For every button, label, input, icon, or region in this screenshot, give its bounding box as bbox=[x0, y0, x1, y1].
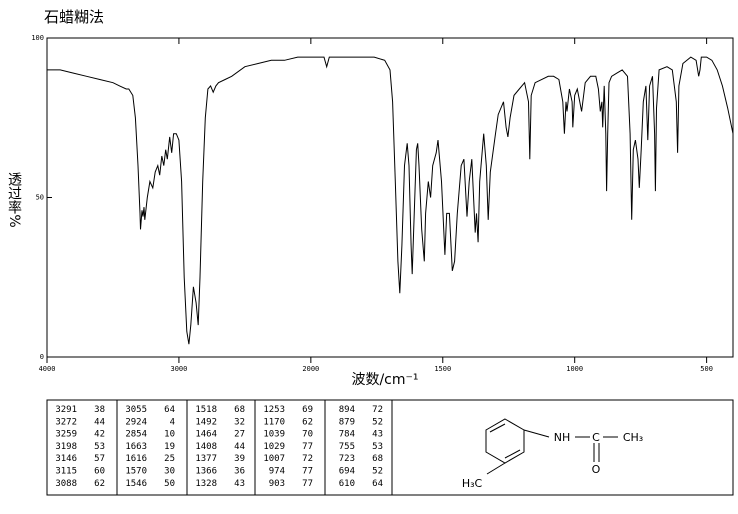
table-cell: 2854 bbox=[125, 430, 147, 440]
table-cell: 3198 bbox=[55, 442, 77, 452]
table-cell: 4 bbox=[170, 417, 175, 427]
table-cell: 3291 bbox=[55, 405, 77, 415]
structure-label: O bbox=[592, 463, 601, 476]
table-cell: 1029 bbox=[263, 442, 285, 452]
table-cell: 903 bbox=[269, 479, 285, 489]
x-axis-label: 波数/cm⁻¹ bbox=[351, 372, 418, 388]
table-cell: 25 bbox=[164, 454, 175, 464]
table-cell: 44 bbox=[234, 442, 245, 452]
structure-label: H₃C bbox=[462, 477, 483, 490]
table-cell: 30 bbox=[164, 467, 175, 477]
table-cell: 1328 bbox=[195, 479, 217, 489]
table-cell: 19 bbox=[164, 442, 175, 452]
table-cell: 1408 bbox=[195, 442, 217, 452]
table-cell: 32 bbox=[234, 417, 245, 427]
table-cell: 72 bbox=[372, 405, 383, 415]
y-tick-label: 50 bbox=[36, 194, 44, 202]
table-cell: 27 bbox=[234, 430, 245, 440]
y-tick-label: 100 bbox=[31, 34, 44, 42]
table-cell: 72 bbox=[302, 454, 313, 464]
table-cell: 1570 bbox=[125, 467, 147, 477]
table-cell: 723 bbox=[339, 454, 355, 464]
table-cell: 53 bbox=[94, 442, 105, 452]
table-cell: 3146 bbox=[55, 454, 77, 464]
table-cell: 62 bbox=[302, 417, 313, 427]
table-cell: 784 bbox=[339, 430, 355, 440]
table-cell: 1518 bbox=[195, 405, 217, 415]
table-dividers bbox=[116, 400, 393, 495]
plot-frame bbox=[46, 37, 734, 358]
table-cell: 1377 bbox=[195, 454, 217, 464]
structure-label: CH₃ bbox=[623, 431, 643, 444]
table-cell: 38 bbox=[94, 405, 105, 415]
table-cell: 2924 bbox=[125, 417, 147, 427]
table-cell: 755 bbox=[339, 442, 355, 452]
table-cell: 1546 bbox=[125, 479, 147, 489]
table-cell: 3055 bbox=[125, 405, 147, 415]
x-tick-label: 1500 bbox=[434, 365, 451, 373]
table-cell: 70 bbox=[302, 430, 313, 440]
table-cell: 44 bbox=[94, 417, 105, 427]
table-cell: 36 bbox=[234, 467, 245, 477]
table-cell: 1253 bbox=[263, 405, 285, 415]
table-cell: 52 bbox=[372, 467, 383, 477]
table-cell: 1170 bbox=[263, 417, 285, 427]
table-cell: 3115 bbox=[55, 467, 77, 477]
structure-bonds bbox=[485, 418, 618, 475]
x-tick-label: 4000 bbox=[39, 365, 56, 373]
table-cell: 1039 bbox=[263, 430, 285, 440]
table-cell: 610 bbox=[339, 479, 355, 489]
table-cell: 10 bbox=[164, 430, 175, 440]
table-cell: 60 bbox=[94, 467, 105, 477]
table-cell: 39 bbox=[234, 454, 245, 464]
chart-title: 石蜡糊法 bbox=[44, 8, 104, 26]
table-cell: 64 bbox=[164, 405, 175, 415]
table-cell: 64 bbox=[372, 479, 383, 489]
table-cell: 3088 bbox=[55, 479, 77, 489]
table-cell: 1616 bbox=[125, 454, 147, 464]
table-cell: 68 bbox=[372, 454, 383, 464]
table-cell: 69 bbox=[302, 405, 313, 415]
table-cell: 1492 bbox=[195, 417, 217, 427]
table-cell: 62 bbox=[94, 479, 105, 489]
table-cell: 894 bbox=[339, 405, 355, 415]
table-cell: 694 bbox=[339, 467, 355, 477]
table-cell: 3272 bbox=[55, 417, 77, 427]
table-cell: 57 bbox=[94, 454, 105, 464]
table-cell: 1464 bbox=[195, 430, 217, 440]
spectrum-line bbox=[47, 56, 734, 345]
table-cell: 50 bbox=[164, 479, 175, 489]
table-cell: 1663 bbox=[125, 442, 147, 452]
x-tick-label: 500 bbox=[700, 365, 713, 373]
table-cell: 1007 bbox=[263, 454, 285, 464]
structure-label: NH bbox=[554, 431, 571, 444]
structure-label: C bbox=[592, 431, 600, 444]
table-cell: 77 bbox=[302, 442, 313, 452]
table-frame bbox=[46, 399, 734, 496]
table-cell: 53 bbox=[372, 442, 383, 452]
table-cell: 974 bbox=[269, 467, 285, 477]
y-axis-label: 透过率% bbox=[6, 172, 22, 227]
table-cell: 1366 bbox=[195, 467, 217, 477]
table-cell: 3259 bbox=[55, 430, 77, 440]
x-tick-label: 2000 bbox=[302, 365, 319, 373]
table-cell: 42 bbox=[94, 430, 105, 440]
table-cell: 43 bbox=[372, 430, 383, 440]
table-cell: 879 bbox=[339, 417, 355, 427]
table-cell: 77 bbox=[302, 479, 313, 489]
table-cell: 43 bbox=[234, 479, 245, 489]
table-cell: 52 bbox=[372, 417, 383, 427]
y-tick-label: 0 bbox=[40, 353, 44, 361]
table-cell: 68 bbox=[234, 405, 245, 415]
x-tick-label: 3000 bbox=[170, 365, 187, 373]
x-tick-label: 1000 bbox=[566, 365, 583, 373]
table-cell: 77 bbox=[302, 467, 313, 477]
